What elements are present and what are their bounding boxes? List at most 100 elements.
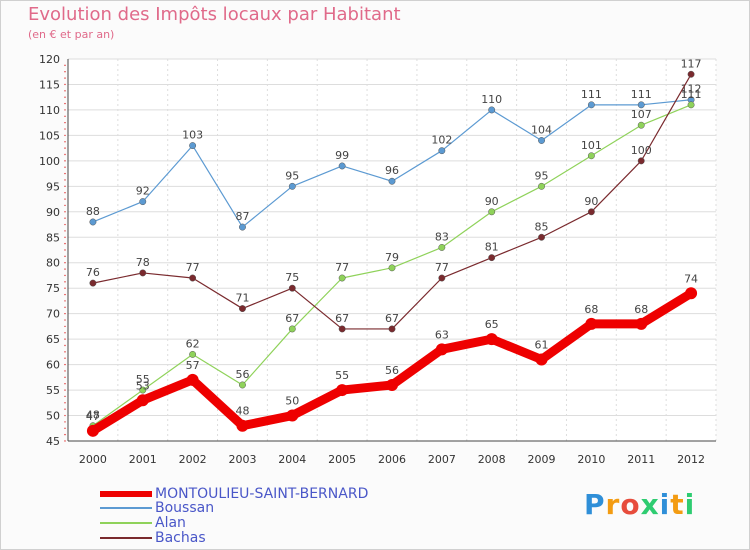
legend-swatch-montoulieu bbox=[100, 491, 152, 497]
y-tick-label: 50 bbox=[46, 410, 60, 423]
x-tick-label: 2008 bbox=[478, 453, 506, 466]
data-point-boussan bbox=[239, 223, 246, 231]
data-point-bachas bbox=[488, 254, 496, 262]
y-minor-tick bbox=[64, 141, 66, 143]
y-minor-tick bbox=[64, 115, 66, 118]
data-label-alan: 56 bbox=[235, 368, 249, 381]
y-minor-tick bbox=[64, 192, 66, 194]
data-label-boussan: 110 bbox=[481, 93, 502, 106]
y-minor-tick bbox=[64, 109, 66, 111]
data-label-alan: 90 bbox=[485, 195, 499, 208]
data-point-montoulieu bbox=[386, 378, 398, 391]
data-point-bachas bbox=[587, 208, 595, 216]
y-minor-tick bbox=[64, 332, 66, 334]
y-tick-label: 70 bbox=[46, 308, 60, 321]
chart-title: Evolution des Impôts locaux par Habitant bbox=[28, 4, 401, 25]
y-minor-tick bbox=[64, 363, 66, 366]
y-tick-label: 95 bbox=[46, 180, 60, 193]
x-tick-label: 2000 bbox=[79, 453, 107, 466]
x-tick-label: 2010 bbox=[577, 453, 605, 466]
y-minor-tick bbox=[64, 121, 66, 124]
data-label-bachas: 67 bbox=[385, 312, 399, 325]
y-minor-tick bbox=[64, 255, 66, 258]
data-point-boussan bbox=[139, 198, 147, 206]
legend-item-alan: Alan bbox=[100, 515, 186, 531]
data-point-boussan bbox=[89, 218, 97, 226]
y-minor-tick bbox=[64, 211, 66, 213]
data-label-boussan: 111 bbox=[581, 88, 602, 101]
y-tick-label: 120 bbox=[39, 53, 60, 66]
legend-swatch-alan bbox=[100, 522, 152, 524]
data-point-boussan bbox=[587, 101, 595, 109]
data-point-alan bbox=[637, 121, 645, 129]
x-tick-label: 2005 bbox=[328, 453, 356, 466]
legend-item-bachas: Bachas bbox=[100, 530, 206, 546]
data-label-alan: 48 bbox=[86, 409, 100, 422]
data-point-montoulieu bbox=[186, 373, 199, 386]
data-point-alan bbox=[189, 350, 197, 358]
legend-swatch-bachas bbox=[100, 537, 152, 539]
y-minor-tick bbox=[64, 185, 66, 188]
legend-item-boussan: Boussan bbox=[100, 500, 214, 516]
data-label-alan: 67 bbox=[285, 312, 299, 325]
y-minor-tick bbox=[64, 395, 66, 398]
data-label-boussan: 112 bbox=[681, 83, 702, 96]
y-tick-label: 105 bbox=[39, 129, 60, 142]
data-label-montoulieu: 53 bbox=[136, 379, 150, 392]
data-point-alan bbox=[388, 264, 396, 272]
data-point-boussan bbox=[388, 177, 396, 185]
data-label-bachas: 77 bbox=[435, 261, 449, 274]
legend-swatch-boussan bbox=[100, 507, 152, 509]
data-label-boussan: 87 bbox=[235, 210, 249, 223]
y-minor-tick bbox=[64, 370, 66, 372]
data-point-montoulieu bbox=[435, 343, 448, 356]
logo-letter: t bbox=[670, 488, 685, 521]
x-tick-label: 2003 bbox=[228, 453, 256, 466]
data-point-alan bbox=[687, 101, 695, 109]
y-minor-tick bbox=[64, 389, 66, 391]
data-point-montoulieu bbox=[485, 333, 498, 346]
data-label-alan: 55 bbox=[136, 373, 150, 386]
data-label-bachas: 67 bbox=[335, 312, 349, 325]
y-tick-label: 65 bbox=[46, 333, 60, 346]
data-label-alan: 95 bbox=[535, 169, 549, 182]
x-tick-label: 2012 bbox=[677, 453, 705, 466]
y-minor-tick bbox=[64, 325, 66, 328]
x-tick-label: 2007 bbox=[428, 453, 456, 466]
data-point-boussan bbox=[338, 162, 346, 170]
data-label-boussan: 111 bbox=[631, 88, 652, 101]
data-point-boussan bbox=[189, 142, 197, 150]
data-label-montoulieu: 47 bbox=[86, 410, 100, 423]
x-tick-label: 2009 bbox=[528, 453, 556, 466]
y-tick-label: 45 bbox=[46, 435, 60, 448]
y-minor-tick bbox=[64, 77, 66, 79]
y-minor-tick bbox=[64, 90, 66, 92]
data-label-bachas: 75 bbox=[285, 271, 299, 284]
y-minor-tick bbox=[64, 427, 66, 429]
chart-subtitle: (en € et par an) bbox=[28, 28, 115, 41]
y-minor-tick bbox=[64, 102, 66, 105]
y-minor-tick bbox=[64, 242, 66, 245]
data-point-bachas bbox=[388, 325, 396, 333]
legend-label-bachas: Bachas bbox=[155, 530, 206, 546]
logo-letter: P bbox=[584, 488, 606, 521]
data-label-alan: 79 bbox=[385, 251, 399, 264]
data-point-montoulieu bbox=[635, 317, 648, 330]
y-minor-tick bbox=[64, 230, 66, 232]
data-point-bachas bbox=[538, 233, 545, 241]
y-minor-tick bbox=[64, 262, 66, 264]
data-label-montoulieu: 56 bbox=[385, 364, 399, 377]
logo-letter: i bbox=[684, 488, 696, 521]
data-label-alan: 107 bbox=[631, 108, 652, 121]
x-tick-label: 2011 bbox=[627, 453, 655, 466]
y-minor-tick bbox=[64, 172, 66, 175]
logo-letter: o bbox=[620, 488, 641, 521]
legend-label-boussan: Boussan bbox=[155, 500, 215, 516]
y-minor-tick bbox=[64, 351, 66, 353]
data-label-montoulieu: 57 bbox=[186, 359, 200, 372]
legend-label-alan: Alan bbox=[155, 515, 186, 531]
data-label-boussan: 88 bbox=[86, 205, 100, 218]
y-minor-tick bbox=[64, 64, 66, 67]
data-point-montoulieu bbox=[336, 384, 349, 397]
data-point-alan bbox=[538, 182, 545, 190]
